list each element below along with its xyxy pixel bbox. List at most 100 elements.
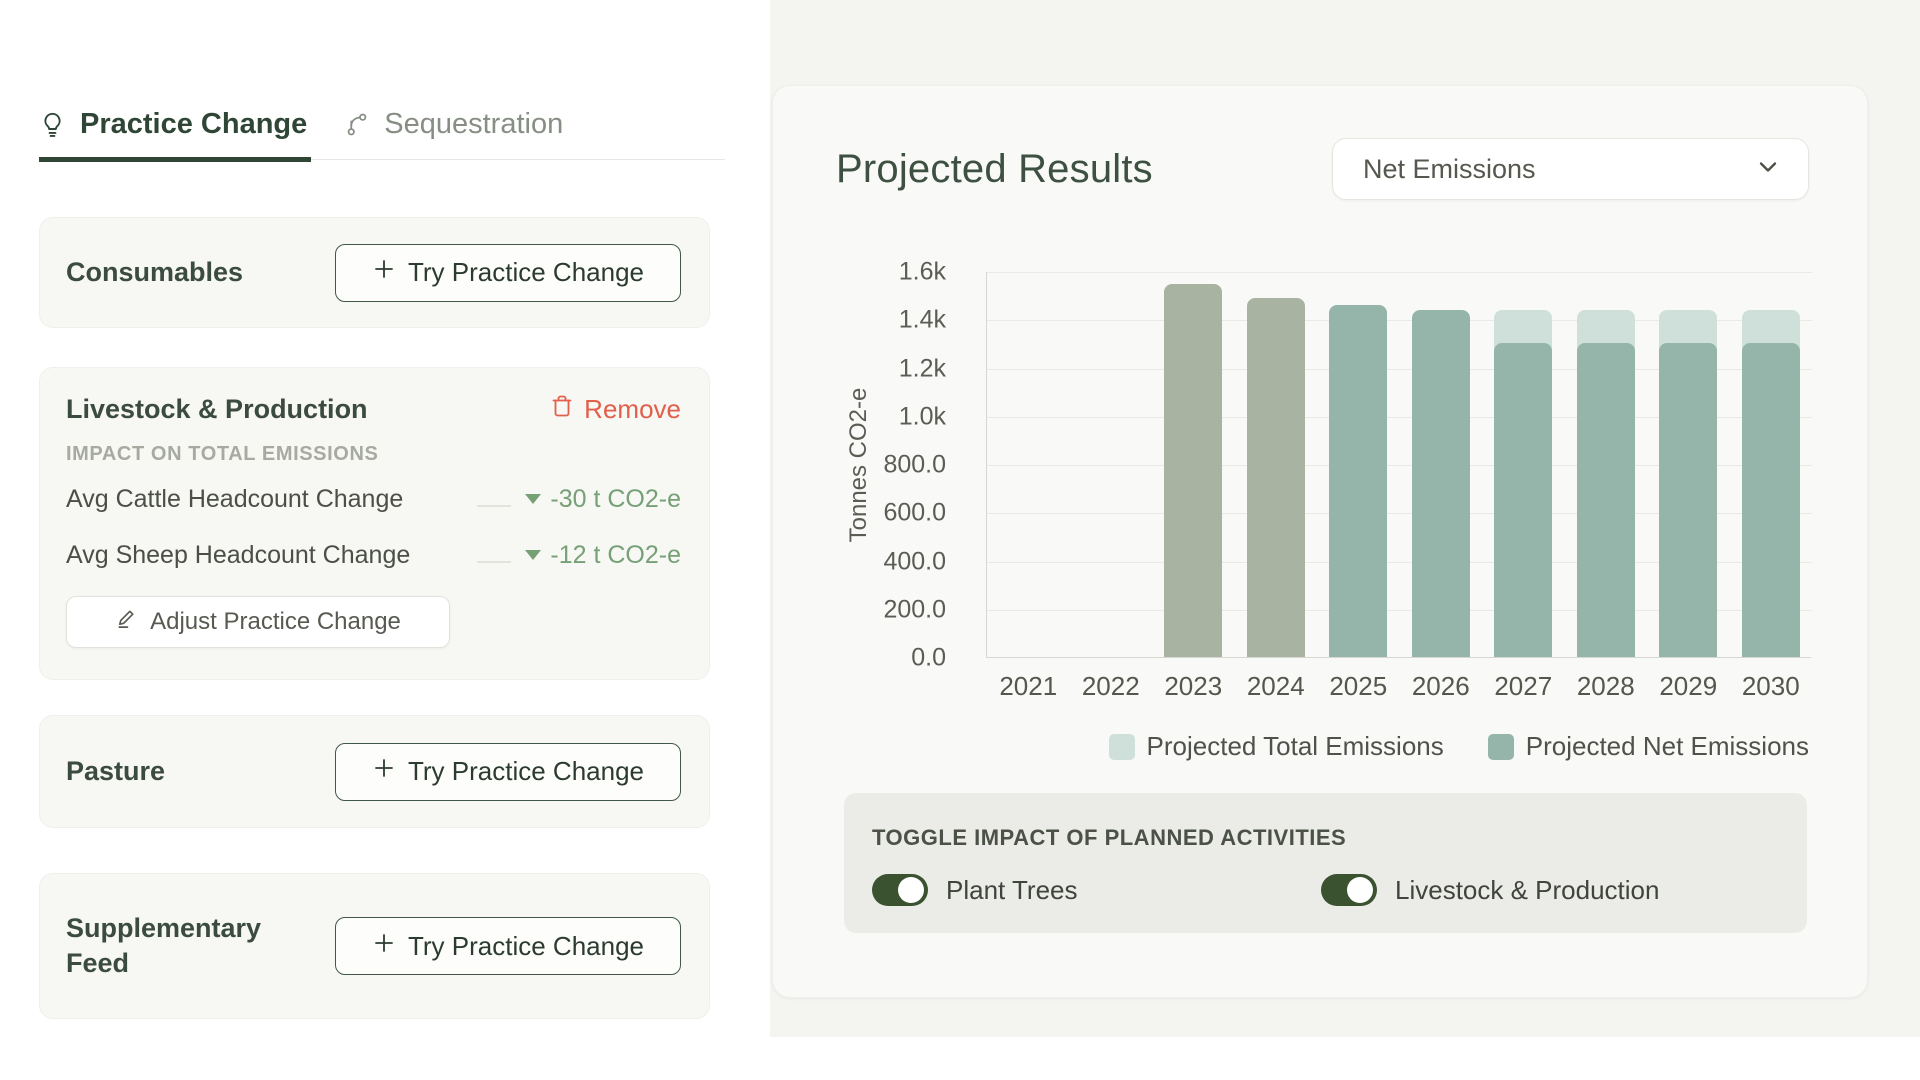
chart-slot-2030: 2030 [1730,271,1813,701]
leader-line [477,505,512,508]
chart-slot-2029: 2029 [1647,271,1730,701]
gridline [987,465,1812,466]
try-practice-change-button[interactable]: Try Practice Change [335,917,681,975]
bar-net-emissions[interactable] [1494,343,1553,657]
card-title: Pasture [66,755,166,786]
card-pasture: Pasture Try Practice Change [39,715,710,828]
chart-slot-2021: 2021 [987,271,1070,701]
trash-icon [550,394,574,425]
bar-net-emissions[interactable] [1576,343,1635,657]
y-tick-label: 0.0 [911,643,946,672]
plant-trees-toggle[interactable] [872,874,928,906]
try-practice-change-button[interactable]: Try Practice Change [335,243,681,302]
chart-slot-2027: 2027 [1482,271,1565,701]
gridline [987,368,1812,370]
button-label: Try Practice Change [407,257,645,287]
chart-plot-area: 2021 2022 2023 2024 2025 2026 2027 2028 2029 2030 [986,271,1813,701]
x-tick-label: 2030 [1741,671,1800,701]
card-title: Consumables [66,256,244,287]
tab-label: Sequestration [384,108,564,140]
legend-swatch-light [1108,733,1135,760]
y-tick-label: 1.4k [898,305,946,334]
plus-icon [372,931,396,962]
leader-line [477,561,512,564]
results-title: Projected Results [836,146,1153,191]
toggle-knob [898,877,924,903]
metric-value: -12 t CO2-e [550,540,681,569]
emissions-chart: Tonnes CO2-e 0.0 200.0 400.0 600.0 800.0 1.0k… [773,258,1869,722]
x-tick-label: 2023 [1164,671,1223,701]
metric-dropdown[interactable]: Net Emissions [1332,138,1809,200]
remove-button[interactable]: Remove [550,394,681,425]
y-tick-label: 1.0k [898,402,946,431]
bar-net-emissions[interactable] [1246,297,1305,657]
button-label: Try Practice Change [407,756,645,786]
bar-net-emissions[interactable] [1741,343,1800,657]
x-tick-label: 2029 [1659,671,1718,701]
try-practice-change-button[interactable]: Try Practice Change [335,742,681,801]
card-title: Supplementary Feed [66,912,262,978]
triangle-down-icon [525,550,542,561]
gridline [987,609,1812,611]
gridline [987,272,1812,273]
tab-label: Practice Change [80,108,308,140]
remove-label: Remove [584,394,681,425]
y-tick-label: 800.0 [883,450,946,479]
card-title: Livestock & Production [66,394,368,424]
x-tick-label: 2026 [1411,671,1470,701]
toggle-knob [1347,877,1373,903]
bar-net-emissions[interactable] [1164,284,1223,657]
metric-value: -30 t CO2-e [550,484,681,513]
chart-slot-2024: 2024 [1235,271,1318,701]
livestock-production-toggle[interactable] [1321,874,1377,906]
tab-sequestration[interactable]: Sequestration [345,108,567,162]
legend-label: Projected Total Emissions [1146,731,1444,761]
chart-slot-2028: 2028 [1565,271,1648,701]
toggle-section-label: TOGGLE IMPACT OF PLANNED ACTIVITIES [872,825,1347,850]
legend-item-total-emissions[interactable]: Projected Total Emissions [1108,731,1444,762]
dropdown-value: Net Emissions [1363,153,1536,184]
chevron-down-icon [1754,153,1782,186]
lightbulb-icon [39,111,66,138]
tab-practice-change[interactable]: Practice Change [39,108,312,162]
metric-label: Avg Cattle Headcount Change [66,484,404,513]
x-tick-label: 2022 [1081,671,1140,701]
triangle-down-icon [525,494,542,505]
x-tick-label: 2024 [1246,671,1305,701]
tab-bar: Practice Change Sequestration [39,94,725,162]
metric-row-sheep: Avg Sheep Headcount Change -12 t CO2-e [66,532,681,578]
y-tick-label: 1.2k [898,354,946,382]
branch-icon [345,112,370,137]
adjust-practice-change-button[interactable]: Adjust Practice Change [66,596,450,649]
toggle-activities-card: TOGGLE IMPACT OF PLANNED ACTIVITIES Plan… [844,793,1807,933]
toggle-label: Plant Trees [946,874,1078,905]
legend-item-net-emissions[interactable]: Projected Net Emissions [1487,731,1809,762]
projected-results-card: Projected Results Net Emissions Tonnes C… [772,85,1868,998]
chart-legend: Projected Total Emissions Projected Net … [1108,731,1809,762]
bar-net-emissions[interactable] [1329,304,1388,657]
plus-icon [372,257,396,288]
button-label: Try Practice Change [407,930,645,961]
results-header: Projected Results Net Emissions [836,138,1809,200]
gridline [987,320,1812,322]
practice-panel: Practice Change Sequestration Consumable… [0,0,770,1080]
legend-swatch-dark [1487,733,1514,760]
toggle-group-plant-trees: Plant Trees [872,874,1078,906]
y-tick-label: 1.6k [898,257,946,286]
toggle-label: Livestock & Production [1395,874,1660,905]
x-tick-label: 2028 [1576,671,1635,701]
metric-label: Avg Sheep Headcount Change [66,540,411,569]
legend-label: Projected Net Emissions [1525,731,1809,761]
card-consumables: Consumables Try Practice Change [39,217,710,328]
chart-slot-2022: 2022 [1070,271,1153,701]
chart-slot-2026: 2026 [1400,271,1483,701]
y-tick-label: 400.0 [883,547,946,575]
gridline [987,513,1812,515]
y-tick-label: 600.0 [883,498,946,527]
chart-slot-2025: 2025 [1317,271,1400,701]
chart-slot-2023: 2023 [1152,271,1235,701]
metric-row-cattle: Avg Cattle Headcount Change -30 t CO2-e [66,476,681,522]
bar-net-emissions[interactable] [1411,309,1470,657]
bar-net-emissions[interactable] [1659,343,1718,657]
